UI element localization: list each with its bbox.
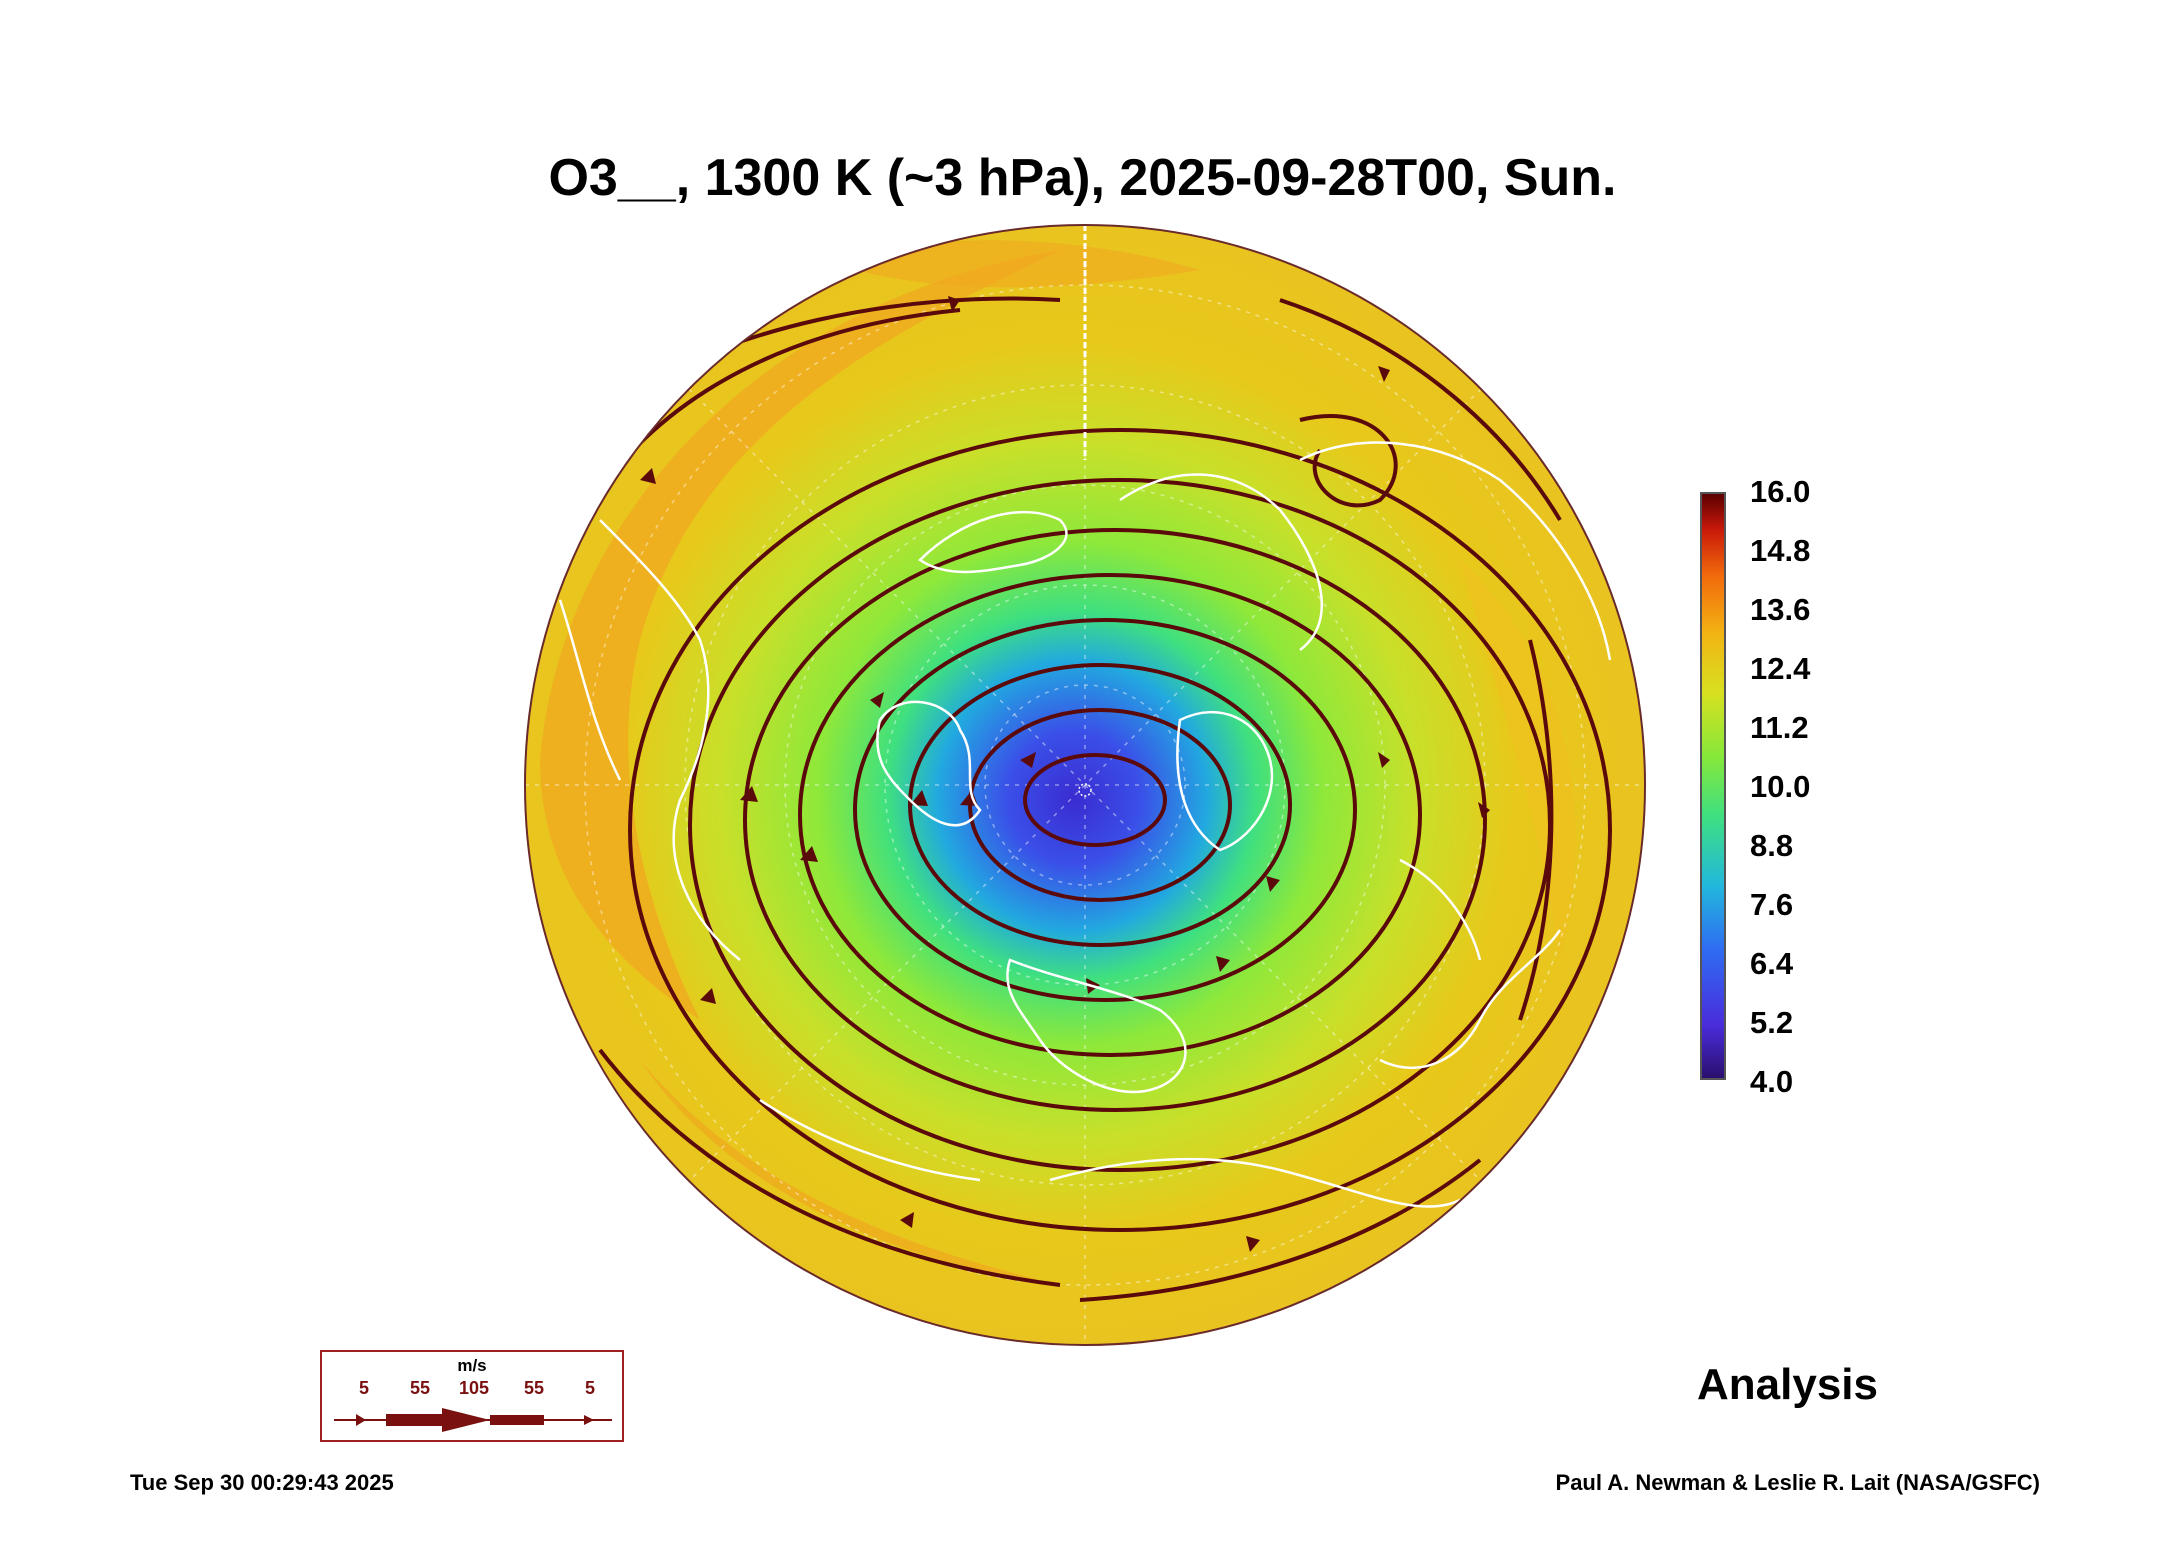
colorbar-label: 4.0 <box>1750 1064 1794 1099</box>
colorbar-label: 5.2 <box>1750 1005 1794 1040</box>
wind-legend-tick: 5 <box>358 1378 370 1398</box>
wind-legend-unit: m/s <box>457 1356 487 1375</box>
wind-legend-tick: 5 <box>584 1378 596 1398</box>
wind-legend-tick: 55 <box>409 1378 431 1398</box>
analysis-label: Analysis <box>1697 1360 1878 1409</box>
globe-outline <box>524 224 1646 1346</box>
colorbar-label: 8.8 <box>1750 828 1794 863</box>
colorbar-label: 12.4 <box>1750 651 1811 686</box>
colorbar-label: 7.6 <box>1750 887 1794 922</box>
timestamp: Tue Sep 30 00:29:43 2025 <box>130 1470 394 1495</box>
colorbar-label: 13.6 <box>1750 592 1811 627</box>
wind-legend-arrow <box>334 1408 612 1432</box>
colorbar <box>1700 492 1726 1080</box>
colorbar-label: 11.2 <box>1750 710 1809 745</box>
wind-speed-legend: m/s 5 55 105 55 5 <box>320 1350 624 1442</box>
wind-legend-tick: 105 <box>458 1378 490 1398</box>
credit-line: Paul A. Newman & Leslie R. Lait (NASA/GS… <box>1555 1470 2040 1495</box>
pole-marker <box>1078 783 1092 797</box>
wind-legend-tick: 55 <box>523 1378 545 1398</box>
colorbar-label: 16.0 <box>1750 474 1811 509</box>
graticule <box>525 225 1645 1345</box>
page-title: O3__, 1300 K (~3 hPa), 2025-09-28T00, Su… <box>548 149 1617 207</box>
colorbar-label: 10.0 <box>1750 769 1811 804</box>
colorbar-label: 14.8 <box>1750 533 1811 568</box>
coastlines <box>558 441 1612 1208</box>
colorbar-label: 6.4 <box>1750 946 1794 981</box>
